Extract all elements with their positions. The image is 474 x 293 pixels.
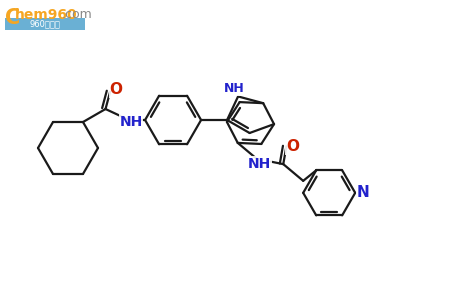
Text: O: O xyxy=(109,82,123,97)
Text: NH: NH xyxy=(224,82,245,95)
Text: O: O xyxy=(286,139,299,154)
Text: hem960: hem960 xyxy=(15,8,78,22)
Text: .com: .com xyxy=(62,8,93,21)
Text: C: C xyxy=(5,8,20,28)
Text: 960化工网: 960化工网 xyxy=(29,20,61,28)
Bar xyxy=(5,18,85,30)
Text: N: N xyxy=(357,185,370,200)
Text: NH: NH xyxy=(119,115,143,129)
Text: NH: NH xyxy=(248,157,271,171)
